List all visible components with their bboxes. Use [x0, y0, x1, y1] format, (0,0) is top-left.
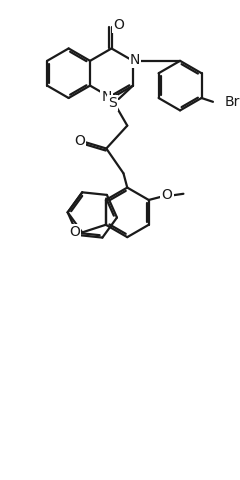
Text: S: S [108, 96, 116, 110]
Text: O: O [69, 226, 80, 240]
Text: N: N [130, 53, 140, 67]
Text: N: N [102, 90, 112, 104]
Text: O: O [74, 133, 85, 147]
Text: O: O [113, 18, 124, 32]
Text: Br: Br [224, 95, 240, 109]
Text: O: O [162, 188, 173, 202]
